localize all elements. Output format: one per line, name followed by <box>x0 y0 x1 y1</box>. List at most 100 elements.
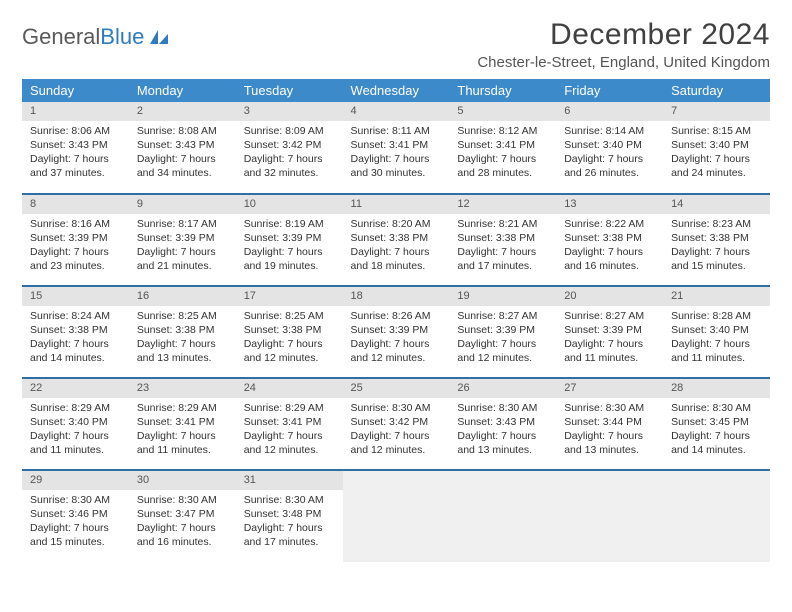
sunset-line: Sunset: 3:43 PM <box>30 138 121 152</box>
day-number: 21 <box>663 287 770 306</box>
sunset-line: Sunset: 3:41 PM <box>457 138 548 152</box>
day-cell: 28 Sunrise: 8:30 AMSunset: 3:45 PMDayligh… <box>663 378 770 470</box>
daylight-line: Daylight: 7 hours and 17 minutes. <box>457 245 548 273</box>
daylight-line: Daylight: 7 hours and 16 minutes. <box>564 245 655 273</box>
sunset-line: Sunset: 3:38 PM <box>30 323 121 337</box>
day-number: 4 <box>343 102 450 121</box>
day-header: Saturday <box>663 79 770 102</box>
sunset-line: Sunset: 3:41 PM <box>244 415 335 429</box>
day-body: Sunrise: 8:19 AMSunset: 3:39 PMDaylight:… <box>236 214 343 278</box>
day-body: Sunrise: 8:11 AMSunset: 3:41 PMDaylight:… <box>343 121 450 185</box>
day-body: Sunrise: 8:30 AMSunset: 3:44 PMDaylight:… <box>556 398 663 462</box>
sunrise-line: Sunrise: 8:11 AM <box>351 124 442 138</box>
sunrise-line: Sunrise: 8:28 AM <box>671 309 762 323</box>
day-cell: 16Sunrise: 8:25 AMSunset: 3:38 PMDayligh… <box>129 286 236 378</box>
day-number: 3 <box>236 102 343 121</box>
daylight-line: Daylight: 7 hours and 12 minutes. <box>244 429 335 457</box>
day-body: Sunrise: 8:29 AMSunset: 3:40 PMDaylight:… <box>22 398 129 462</box>
daylight-line: Daylight: 7 hours and 21 minutes. <box>137 245 228 273</box>
daylight-line: Daylight: 7 hours and 28 minutes. <box>457 152 548 180</box>
sunset-line: Sunset: 3:40 PM <box>671 138 762 152</box>
sunrise-line: Sunrise: 8:06 AM <box>30 124 121 138</box>
day-body: Sunrise: 8:30 AMSunset: 3:48 PMDaylight:… <box>236 490 343 554</box>
sunrise-line: Sunrise: 8:30 AM <box>30 493 121 507</box>
day-cell: 24Sunrise: 8:29 AMSunset: 3:41 PMDayligh… <box>236 378 343 470</box>
sunrise-line: Sunrise: 8:30 AM <box>137 493 228 507</box>
sunrise-line: Sunrise: 8:30 AM <box>351 401 442 415</box>
day-header: Sunday <box>22 79 129 102</box>
day-number: 17 <box>236 287 343 306</box>
daylight-line: Daylight: 7 hours and 32 minutes. <box>244 152 335 180</box>
sunrise-line: Sunrise: 8:27 AM <box>457 309 548 323</box>
day-cell: 31Sunrise: 8:30 AMSunset: 3:48 PMDayligh… <box>236 470 343 562</box>
day-cell: 18Sunrise: 8:26 AMSunset: 3:39 PMDayligh… <box>343 286 450 378</box>
day-cell: 7Sunrise: 8:15 AMSunset: 3:40 PMDaylight… <box>663 102 770 194</box>
day-cell: 1Sunrise: 8:06 AMSunset: 3:43 PMDaylight… <box>22 102 129 194</box>
sunset-line: Sunset: 3:42 PM <box>351 415 442 429</box>
sunrise-line: Sunrise: 8:09 AM <box>244 124 335 138</box>
month-title: December 2024 <box>477 18 770 52</box>
day-cell: 13Sunrise: 8:22 AMSunset: 3:38 PMDayligh… <box>556 194 663 286</box>
day-body: Sunrise: 8:27 AMSunset: 3:39 PMDaylight:… <box>556 306 663 370</box>
sunset-line: Sunset: 3:45 PM <box>671 415 762 429</box>
sunset-line: Sunset: 3:40 PM <box>564 138 655 152</box>
daylight-line: Daylight: 7 hours and 23 minutes. <box>30 245 121 273</box>
empty-cell <box>556 470 663 562</box>
sunset-line: Sunset: 3:46 PM <box>30 507 121 521</box>
day-number: 19 <box>449 287 556 306</box>
day-body: Sunrise: 8:15 AMSunset: 3:40 PMDaylight:… <box>663 121 770 185</box>
daylight-line: Daylight: 7 hours and 15 minutes. <box>30 521 121 549</box>
day-body: Sunrise: 8:16 AMSunset: 3:39 PMDaylight:… <box>22 214 129 278</box>
day-body: Sunrise: 8:06 AMSunset: 3:43 PMDaylight:… <box>22 121 129 185</box>
title-block: December 2024 Chester-le-Street, England… <box>477 18 770 71</box>
logo-text-blue: Blue <box>100 24 144 50</box>
day-cell: 6Sunrise: 8:14 AMSunset: 3:40 PMDaylight… <box>556 102 663 194</box>
day-number: 16 <box>129 287 236 306</box>
sunset-line: Sunset: 3:40 PM <box>671 323 762 337</box>
calendar-table: SundayMondayTuesdayWednesdayThursdayFrid… <box>22 79 770 562</box>
daylight-line: Daylight: 7 hours and 37 minutes. <box>30 152 121 180</box>
day-cell: 5Sunrise: 8:12 AMSunset: 3:41 PMDaylight… <box>449 102 556 194</box>
sunrise-line: Sunrise: 8:25 AM <box>244 309 335 323</box>
sunrise-line: Sunrise: 8:29 AM <box>137 401 228 415</box>
day-body: Sunrise: 8:25 AMSunset: 3:38 PMDaylight:… <box>236 306 343 370</box>
day-body: Sunrise: 8:30 AMSunset: 3:42 PMDaylight:… <box>343 398 450 462</box>
sunset-line: Sunset: 3:40 PM <box>30 415 121 429</box>
empty-cell <box>449 470 556 562</box>
day-cell: 19Sunrise: 8:27 AMSunset: 3:39 PMDayligh… <box>449 286 556 378</box>
day-cell: 20Sunrise: 8:27 AMSunset: 3:39 PMDayligh… <box>556 286 663 378</box>
day-body: Sunrise: 8:24 AMSunset: 3:38 PMDaylight:… <box>22 306 129 370</box>
day-cell: 11Sunrise: 8:20 AMSunset: 3:38 PMDayligh… <box>343 194 450 286</box>
sunset-line: Sunset: 3:39 PM <box>457 323 548 337</box>
day-number: 28 <box>663 379 770 398</box>
day-number: 31 <box>236 471 343 490</box>
daylight-line: Daylight: 7 hours and 12 minutes. <box>351 337 442 365</box>
day-number: 14 <box>663 195 770 214</box>
day-cell: 3Sunrise: 8:09 AMSunset: 3:42 PMDaylight… <box>236 102 343 194</box>
daylight-line: Daylight: 7 hours and 14 minutes. <box>671 429 762 457</box>
day-cell: 2Sunrise: 8:08 AMSunset: 3:43 PMDaylight… <box>129 102 236 194</box>
day-number: 29 <box>22 471 129 490</box>
day-number: 2 <box>129 102 236 121</box>
sunrise-line: Sunrise: 8:30 AM <box>671 401 762 415</box>
day-cell: 10Sunrise: 8:19 AMSunset: 3:39 PMDayligh… <box>236 194 343 286</box>
daylight-line: Daylight: 7 hours and 12 minutes. <box>351 429 442 457</box>
day-number: 22 <box>22 379 129 398</box>
daylight-line: Daylight: 7 hours and 24 minutes. <box>671 152 762 180</box>
day-number: 6 <box>556 102 663 121</box>
day-body: Sunrise: 8:26 AMSunset: 3:39 PMDaylight:… <box>343 306 450 370</box>
day-body: Sunrise: 8:29 AMSunset: 3:41 PMDaylight:… <box>129 398 236 462</box>
day-number: 11 <box>343 195 450 214</box>
week-row: 8Sunrise: 8:16 AMSunset: 3:39 PMDaylight… <box>22 194 770 286</box>
daylight-line: Daylight: 7 hours and 13 minutes. <box>137 337 228 365</box>
empty-cell <box>663 470 770 562</box>
day-cell: 12Sunrise: 8:21 AMSunset: 3:38 PMDayligh… <box>449 194 556 286</box>
day-body: Sunrise: 8:30 AMSunset: 3:43 PMDaylight:… <box>449 398 556 462</box>
sunrise-line: Sunrise: 8:30 AM <box>564 401 655 415</box>
day-cell: 29 Sunrise: 8:30 AMSunset: 3:46 PMDayligh… <box>22 470 129 562</box>
day-cell: 27Sunrise: 8:30 AMSunset: 3:44 PMDayligh… <box>556 378 663 470</box>
day-number: 8 <box>22 195 129 214</box>
sunrise-line: Sunrise: 8:30 AM <box>457 401 548 415</box>
sunrise-line: Sunrise: 8:08 AM <box>137 124 228 138</box>
day-body: Sunrise: 8:17 AMSunset: 3:39 PMDaylight:… <box>129 214 236 278</box>
